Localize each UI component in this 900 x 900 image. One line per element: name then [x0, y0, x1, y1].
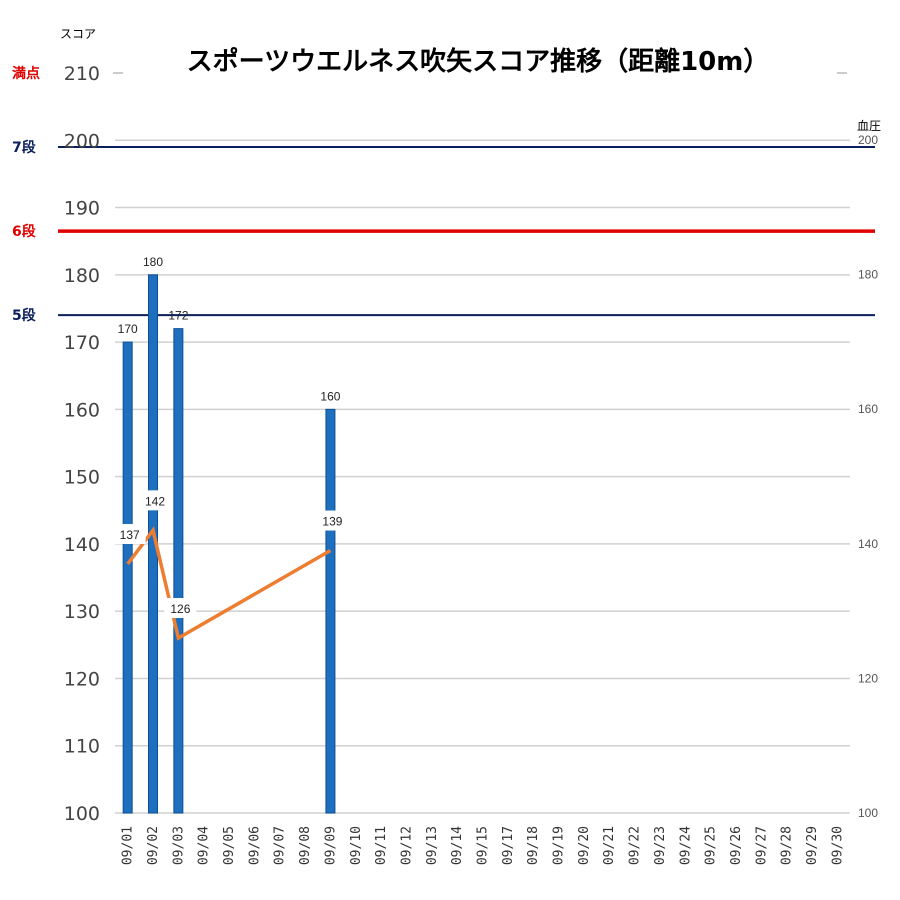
right-tick-label: 180 [858, 268, 878, 282]
axes: 100 110 120 130 140 150 160 170 180 190 200 210 100 1… [64, 63, 879, 865]
score-bars [122, 274, 336, 814]
x-tick-label: 09/21 [602, 826, 617, 865]
score-bar [325, 408, 336, 814]
line-value-label: 126 [170, 602, 190, 616]
left-tick-label: 100 [64, 803, 100, 825]
left-tick-label: 190 [64, 198, 100, 220]
line-label-bg [139, 490, 172, 511]
right-axis-title: 血圧 [857, 119, 881, 133]
score-bar [122, 341, 133, 814]
x-tick-label: 09/24 [678, 826, 693, 865]
line-value-label: 137 [120, 528, 140, 542]
x-tick-label: 09/08 [298, 826, 313, 865]
grid [113, 72, 850, 814]
left-tick-label: 150 [64, 467, 100, 489]
x-tick-label: 09/03 [171, 826, 186, 865]
x-tick-label: 09/02 [146, 826, 161, 865]
left-tick-label: 140 [64, 534, 100, 556]
x-tick-label: 09/09 [323, 826, 338, 865]
line-label-bg [164, 598, 197, 619]
rank-label: 7段 [12, 139, 36, 156]
x-tick-label: 09/30 [830, 826, 845, 865]
right-tick-label: 100 [858, 806, 878, 820]
left-tick-label: 130 [64, 601, 100, 623]
x-tick-label: 09/28 [780, 826, 795, 865]
blood-pressure-polyline [126, 526, 332, 641]
x-tick-label: 09/25 [704, 826, 719, 865]
rank-label: 満点 [12, 65, 40, 82]
x-tick-label: 09/07 [273, 826, 288, 865]
left-tick-label: 160 [64, 399, 100, 421]
left-tick-label: 110 [64, 736, 100, 758]
score-bar [173, 328, 184, 814]
bar-value-label: 172 [168, 309, 188, 323]
x-tick-label: 09/19 [552, 826, 567, 865]
x-tick-label: 09/18 [526, 826, 541, 865]
left-tick-label: 200 [64, 130, 100, 152]
bar-value-label: 170 [118, 322, 138, 336]
chart-title: スポーツウエルネス吹矢スコア推移（距離10m） [187, 46, 770, 77]
line-label-bg [316, 510, 349, 531]
left-tick-label: 170 [64, 332, 100, 354]
x-tick-label: 09/10 [349, 826, 364, 865]
line-value-label: 142 [145, 494, 165, 508]
rank-label: 5段 [12, 307, 36, 324]
x-tick-label: 09/23 [653, 826, 668, 865]
x-tick-label: 09/06 [247, 826, 262, 865]
x-tick-label: 09/14 [450, 826, 465, 865]
x-tick-label: 09/04 [197, 826, 212, 865]
right-tick-label: 120 [858, 671, 878, 685]
bar-value-label: 180 [143, 255, 163, 269]
rank-label: 6段 [12, 223, 36, 240]
right-tick-label: 140 [858, 537, 878, 551]
x-tick-label: 09/20 [577, 826, 592, 865]
bar-value-label: 160 [320, 389, 340, 403]
x-tick-label: 09/26 [729, 826, 744, 865]
x-tick-label: 09/13 [425, 826, 440, 865]
data-labels: 170 180 172 160 137 142 126 139 [113, 255, 349, 619]
reference-lines: 満点 7段 6段 5段 [12, 65, 875, 324]
right-tick-label: 160 [858, 402, 878, 416]
x-tick-label: 09/27 [754, 826, 769, 865]
x-tick-label: 09/12 [399, 826, 414, 865]
x-tick-label: 09/15 [476, 826, 491, 865]
left-tick-label: 180 [64, 265, 100, 287]
x-tick-label: 09/05 [222, 826, 237, 865]
line-label-bg [113, 523, 146, 544]
x-tick-label: 09/29 [805, 826, 820, 865]
line-value-label: 139 [322, 515, 342, 529]
blood-pressure-line [126, 526, 332, 641]
left-tick-label: 120 [64, 668, 100, 690]
x-tick-label: 09/17 [501, 826, 516, 865]
x-tick-label: 09/11 [374, 826, 389, 865]
left-axis-title: スコア [60, 27, 96, 41]
x-tick-label: 09/01 [121, 826, 136, 865]
left-tick-label: 210 [64, 63, 100, 85]
x-tick-label: 09/22 [628, 826, 643, 865]
right-tick-label: 200 [858, 133, 878, 147]
